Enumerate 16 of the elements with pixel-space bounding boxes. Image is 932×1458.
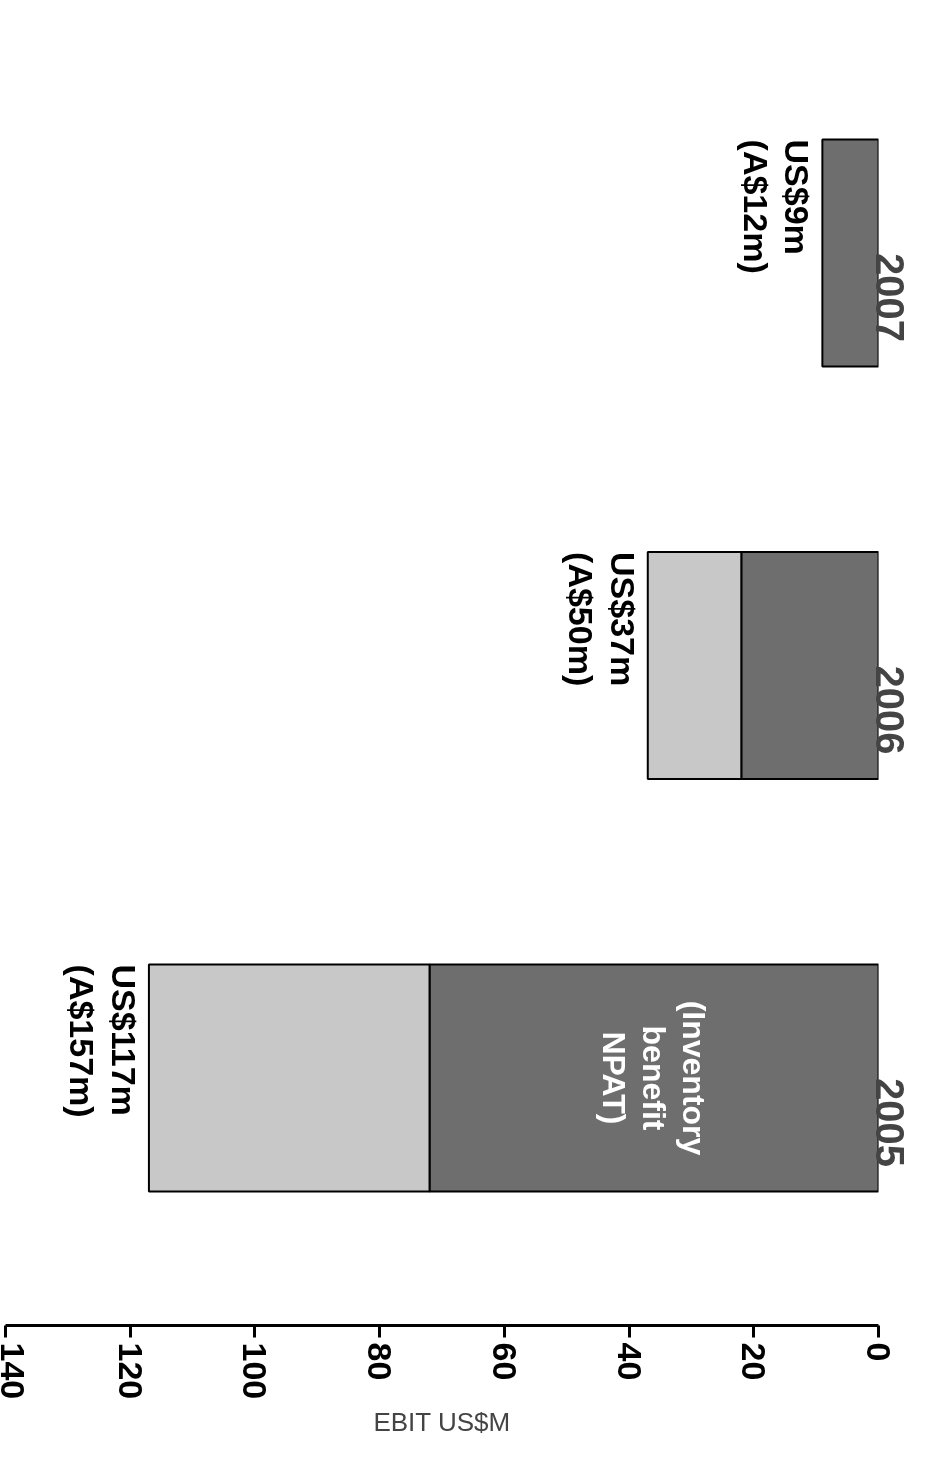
y-tick-label: 2005	[867, 1078, 912, 1167]
x-axis-title: EBIT US$M	[373, 1407, 511, 1438]
x-tick-label: 60	[485, 1342, 524, 1381]
x-tick-label: 20	[735, 1342, 774, 1381]
y-tick-label: 2007	[867, 253, 912, 342]
total-label: US$37m (A$50m)	[561, 552, 642, 687]
total-label: US$117m (A$157m)	[63, 964, 143, 1118]
y-tick-label: 2006	[867, 665, 912, 755]
x-tick-label: 40	[610, 1342, 649, 1381]
x-tick-label: 140	[0, 1342, 32, 1400]
x-tick-label: 100	[236, 1342, 275, 1400]
x-tick-label: 80	[361, 1342, 400, 1381]
x-tick-label: 0	[860, 1342, 898, 1362]
total-label: US$9m (A$12m)	[736, 139, 817, 274]
annotation: (Inventory benefit NPAT)	[596, 1000, 712, 1156]
x-tick-label: 120	[111, 1342, 150, 1400]
